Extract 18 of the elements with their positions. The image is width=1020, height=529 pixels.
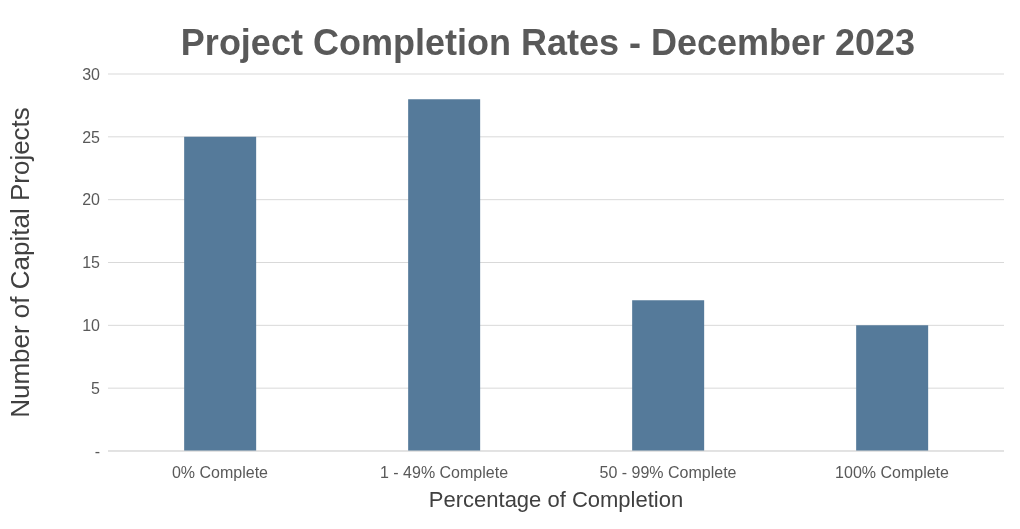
y-tick-label: - [94,442,100,460]
bar [632,300,705,451]
x-axis-title: Percentage of Completion [428,487,684,512]
x-tick-label: 1 - 49% Complete [379,464,509,482]
y-tick-label: 20 [82,191,101,209]
bar [408,99,481,451]
y-tick-label: 25 [82,128,101,146]
x-tick-label: 100% Complete [835,464,950,482]
y-tick-label: 15 [82,254,101,272]
bar [184,136,257,451]
x-tick-label: 50 - 99% Complete [599,464,737,482]
bar [856,325,929,451]
chart-title: Project Completion Rates - December 2023 [179,22,917,64]
y-tick-label: 30 [82,65,101,83]
y-tick-label: 5 [91,379,101,397]
x-tick-label: 0% Complete [171,464,269,482]
y-tick-label: 10 [82,317,101,335]
y-axis-title: Number of Capital Projects [5,107,36,418]
